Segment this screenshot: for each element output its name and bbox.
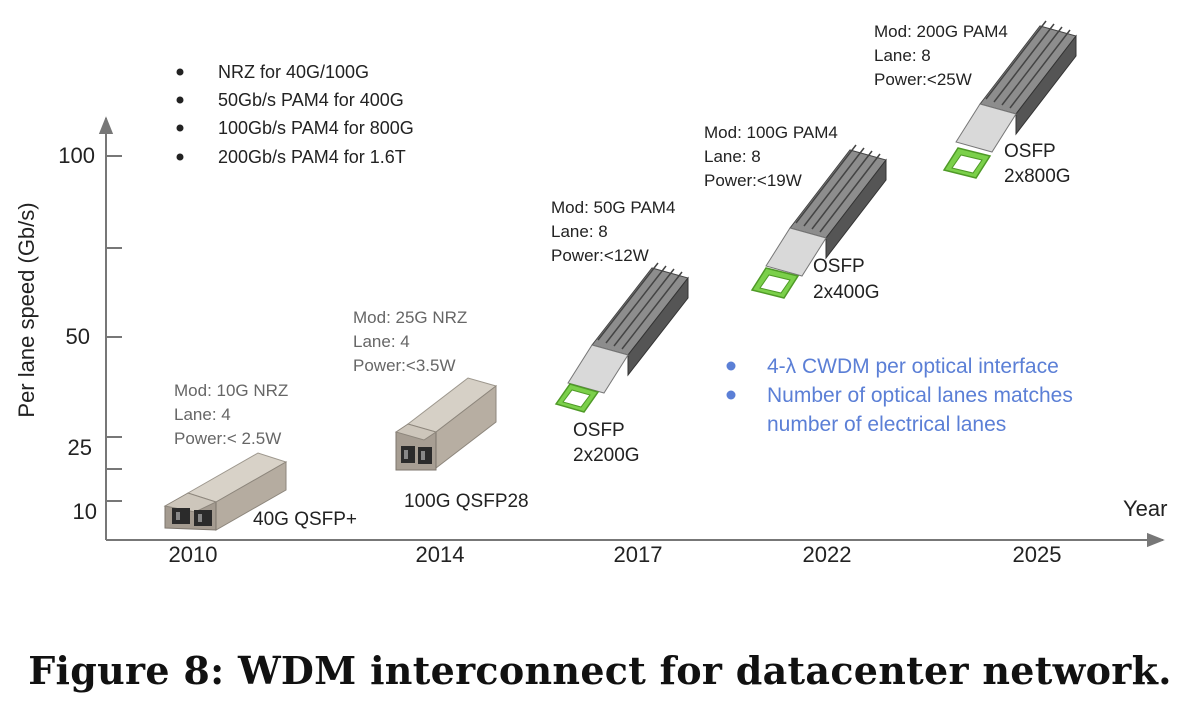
bullet-dot <box>176 124 184 132</box>
chart: 100 50 25 10 Per lane speed (Gb/s) Year … <box>14 20 1167 567</box>
bullet-item: 100Gb/s PAM4 for 800G <box>218 118 414 138</box>
module-image-osfp-2x800g <box>942 20 1077 179</box>
bullet-item: Number of optical lanes matches <box>767 384 1073 407</box>
note-line: Mod: 25G NRZ <box>353 308 467 327</box>
module-image-40g-qsfp <box>163 452 288 531</box>
point-notes-2010: Mod: 10G NRZ Lane: 4 Power:< 2.5W <box>174 381 288 448</box>
note-line: Power:<12W <box>551 246 649 265</box>
note-line: Power:< 2.5W <box>174 429 281 448</box>
note-line: Power:<3.5W <box>353 356 456 375</box>
module-label: OSFP <box>813 256 865 277</box>
module-image-osfp-2x200g <box>554 262 689 413</box>
note-line: Mod: 100G PAM4 <box>704 123 838 142</box>
point-notes-2017: Mod: 50G PAM4 Lane: 8 Power:<12W <box>551 198 675 265</box>
bullet-item: 4-λ CWDM per optical interface <box>767 355 1059 378</box>
bullet-list-top: NRZ for 40G/100G 50Gb/s PAM4 for 400G 10… <box>176 62 414 167</box>
x-tick-label: 2025 <box>1013 542 1062 567</box>
bullet-item: NRZ for 40G/100G <box>218 62 369 82</box>
module-label: 100G QSFP28 <box>404 491 529 512</box>
bullet-dot <box>176 68 184 76</box>
y-tick-label: 10 <box>73 499 97 524</box>
x-tick-label: 2014 <box>416 542 465 567</box>
bullet-dot <box>726 390 736 400</box>
bullet-dot <box>726 361 736 371</box>
note-line: Mod: 200G PAM4 <box>874 22 1008 41</box>
note-line: Mod: 50G PAM4 <box>551 198 675 217</box>
note-line: Lane: 8 <box>551 222 608 241</box>
module-label: OSFP <box>573 420 625 441</box>
bullet-item: 200Gb/s PAM4 for 1.6T <box>218 147 406 167</box>
bullet-dot <box>176 96 184 104</box>
note-line: Lane: 4 <box>353 332 410 351</box>
bullet-list-blue: 4-λ CWDM per optical interface Number of… <box>726 355 1073 436</box>
x-tick-label: 2022 <box>803 542 852 567</box>
bullet-item: number of electrical lanes <box>767 413 1006 436</box>
y-tick-label: 50 <box>66 324 90 349</box>
figure-caption: Figure 8: WDM interconnect for datacente… <box>28 648 1172 693</box>
module-label: OSFP <box>1004 141 1056 162</box>
note-line: Mod: 10G NRZ <box>174 381 288 400</box>
point-notes-2022: Mod: 100G PAM4 Lane: 8 Power:<19W <box>704 123 838 190</box>
point-notes-2025: Mod: 200G PAM4 Lane: 8 Power:<25W <box>874 22 1008 89</box>
module-label: 2x800G <box>1004 166 1071 187</box>
module-label: 2x400G <box>813 282 880 303</box>
note-line: Power:<19W <box>704 171 802 190</box>
note-line: Power:<25W <box>874 70 972 89</box>
x-tick-label: 2010 <box>169 542 218 567</box>
y-axis-title: Per lane speed (Gb/s) <box>14 202 39 417</box>
module-label: 2x200G <box>573 445 640 466</box>
note-line: Lane: 8 <box>874 46 931 65</box>
bullet-item: 50Gb/s PAM4 for 400G <box>218 90 404 110</box>
note-line: Lane: 4 <box>174 405 231 424</box>
bullet-dot <box>176 153 184 161</box>
point-notes-2014: Mod: 25G NRZ Lane: 4 Power:<3.5W <box>353 308 467 375</box>
module-image-osfp-2x400g <box>750 144 887 299</box>
module-label: 40G QSFP+ <box>253 509 357 530</box>
module-image-100g-qsfp28 <box>394 377 498 471</box>
note-line: Lane: 8 <box>704 147 761 166</box>
y-tick-label: 25 <box>68 435 92 460</box>
x-axis-title: Year <box>1123 496 1167 521</box>
x-tick-label: 2017 <box>614 542 663 567</box>
y-tick-label: 100 <box>58 143 95 168</box>
